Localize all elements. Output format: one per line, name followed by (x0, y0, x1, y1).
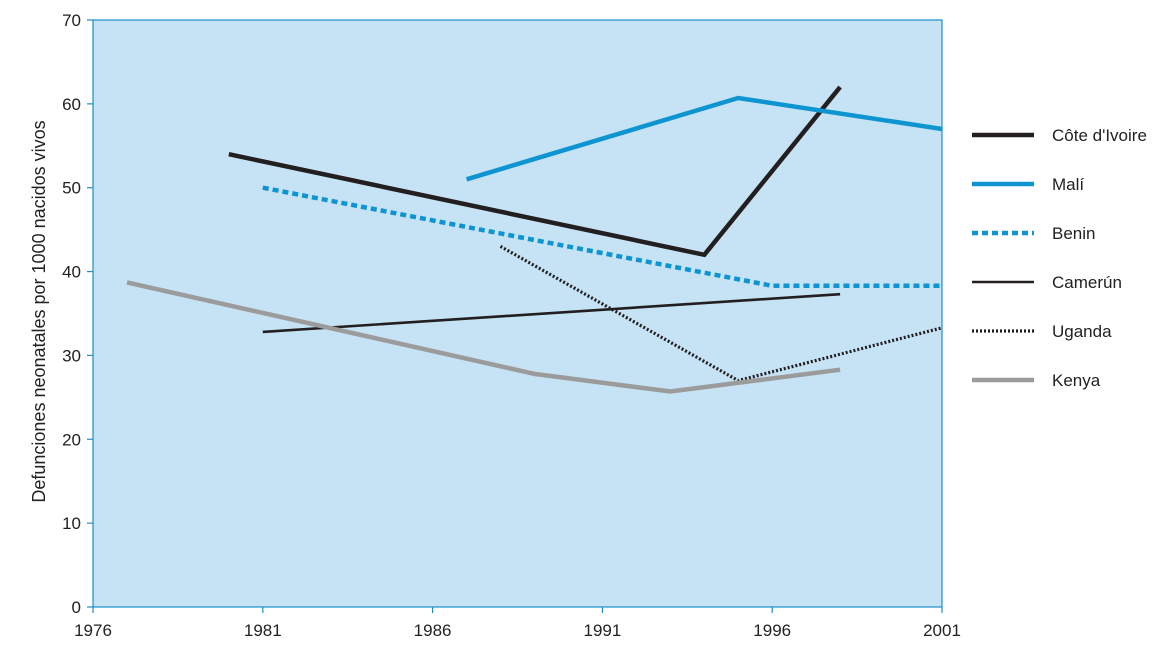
series-layer (126, 85, 942, 394)
legend-label: Côte d'Ivoire (1052, 126, 1147, 145)
legend-label: Uganda (1052, 322, 1112, 341)
series-line-2 (465, 95, 942, 182)
legend-label: Camerún (1052, 273, 1122, 292)
legend: Côte d'Ivoire Malí Benin Camerún Uganda Kenya (972, 126, 1147, 390)
series-line-3 (262, 185, 942, 289)
x-tick-label: 2001 (923, 621, 961, 640)
x-tick-label: 1996 (753, 621, 791, 640)
y-tick-label: 70 (62, 11, 81, 30)
y-tick-label: 30 (62, 346, 81, 365)
y-tick-label: 50 (62, 179, 81, 198)
axes: 0 10 20 30 40 50 60 70 1976 1981 1986 1991 1996 2001 (62, 11, 961, 640)
y-axis-title: Defunciones neonatales por 1000 nacidos … (29, 120, 49, 502)
x-tick-label: 1991 (583, 621, 621, 640)
plot-area (93, 20, 942, 607)
x-tick-label: 1981 (244, 621, 282, 640)
legend-label: Malí (1052, 175, 1084, 194)
plot-frame (92, 19, 943, 608)
y-tick-label: 0 (72, 598, 81, 617)
series-line-6 (126, 280, 841, 394)
y-tick-label: 20 (62, 430, 81, 449)
x-tick-label: 1986 (414, 621, 452, 640)
y-tick-label: 60 (62, 95, 81, 114)
x-tick-label: 1976 (74, 621, 112, 640)
y-tick-label: 10 (62, 514, 81, 533)
y-tick-label: 40 (62, 263, 81, 282)
legend-label: Benin (1052, 224, 1095, 243)
legend-label: Kenya (1052, 371, 1101, 390)
series-line-1 (228, 85, 842, 258)
series-line-4 (262, 292, 841, 334)
